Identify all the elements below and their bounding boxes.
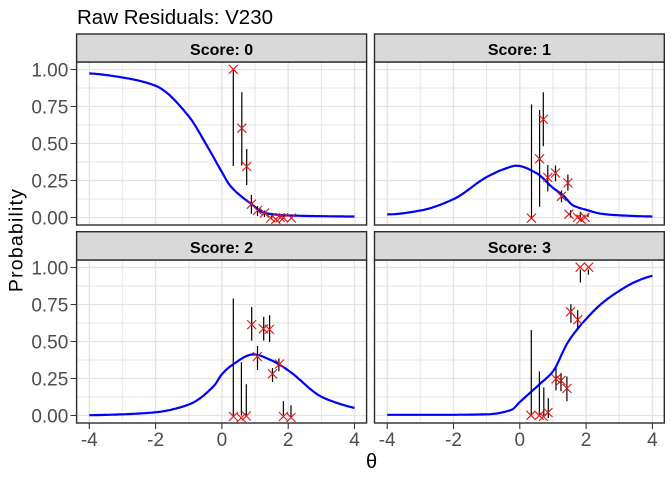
svg-text:0.50: 0.50: [31, 135, 68, 156]
svg-text:0.25: 0.25: [31, 172, 68, 193]
svg-text:1.00: 1.00: [31, 61, 68, 82]
svg-text:0.00: 0.00: [31, 407, 68, 428]
svg-text:0: 0: [217, 430, 228, 451]
svg-text:-2: -2: [147, 430, 164, 451]
svg-text:0.75: 0.75: [31, 296, 68, 317]
svg-text:-4: -4: [379, 430, 396, 451]
svg-text:Score: 2: Score: 2: [190, 240, 253, 257]
svg-text:0.75: 0.75: [31, 98, 68, 119]
svg-text:0.00: 0.00: [31, 209, 68, 230]
svg-text:0.50: 0.50: [31, 333, 68, 354]
svg-text:Score: 3: Score: 3: [488, 240, 551, 257]
svg-text:Raw Residuals: V230: Raw Residuals: V230: [77, 6, 273, 29]
svg-text:4: 4: [349, 430, 360, 451]
svg-text:-4: -4: [81, 430, 98, 451]
svg-text:-2: -2: [445, 430, 462, 451]
svg-text:0: 0: [515, 430, 526, 451]
svg-text:2: 2: [581, 430, 592, 451]
svg-text:Score: 0: Score: 0: [190, 42, 253, 59]
svg-text:Score: 1: Score: 1: [488, 42, 551, 59]
svg-text:Probability: Probability: [6, 188, 28, 292]
svg-text:4: 4: [647, 430, 658, 451]
svg-text:0.25: 0.25: [31, 370, 68, 391]
svg-text:2: 2: [283, 430, 294, 451]
svg-text:1.00: 1.00: [31, 259, 68, 280]
svg-text:θ: θ: [366, 451, 377, 473]
